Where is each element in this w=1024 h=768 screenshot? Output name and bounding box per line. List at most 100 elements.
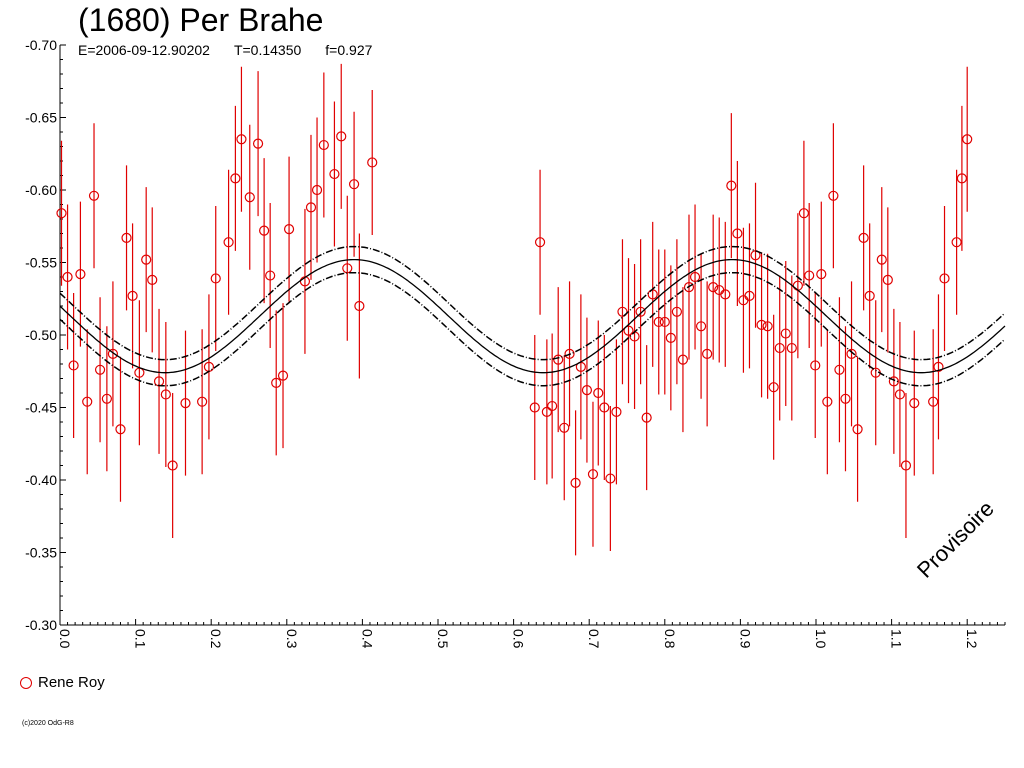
x-tick-label: 0.2: [208, 629, 224, 649]
data-point: [329, 168, 340, 180]
data-point: [810, 360, 821, 371]
data-point: [956, 173, 968, 184]
data-point: [864, 290, 875, 301]
data-point: [834, 364, 845, 375]
data-point: [677, 354, 689, 365]
data-point: [840, 393, 851, 404]
x-tick-label: 0.8: [662, 629, 678, 649]
data-point: [894, 389, 906, 400]
fit-curve-lower-band: [59, 271, 1006, 387]
data-point: [553, 354, 564, 365]
data-point: [888, 376, 899, 387]
data-point: [210, 273, 221, 284]
data-point: [780, 328, 791, 339]
data-point: [223, 237, 234, 248]
data-point: [653, 316, 664, 328]
data-point: [750, 250, 761, 261]
data-point: [786, 342, 797, 354]
data-point: [559, 422, 570, 433]
data-point: [635, 306, 646, 317]
data-point: [933, 361, 944, 372]
data-point: [277, 370, 289, 381]
data-point: [564, 348, 575, 359]
data-point: [708, 282, 719, 293]
x-tick-label: 1.2: [964, 629, 980, 649]
y-tick-label: -0.65: [25, 110, 57, 126]
data-point: [798, 208, 810, 219]
data-point: [909, 398, 920, 409]
y-tick-label: -0.35: [25, 545, 57, 561]
data-point: [541, 406, 552, 417]
data-point: [659, 316, 670, 328]
data-point: [846, 348, 857, 359]
data-point: [665, 332, 676, 343]
fit-curve-upper-band: [59, 245, 1006, 361]
fit-curves: [59, 245, 1006, 387]
y-tick-label: -0.55: [25, 255, 57, 271]
data-point: [599, 402, 610, 413]
data-point: [774, 342, 785, 354]
data-point: [311, 184, 323, 196]
error-bars: [60, 63, 968, 556]
data-point: [271, 377, 282, 388]
data-point: [951, 237, 962, 248]
data-point: [68, 360, 79, 371]
data-point: [720, 289, 731, 300]
epoch-label: E=2006-09-12.90202: [78, 42, 210, 58]
copyright: (c)2020 OdG-R8: [22, 720, 74, 727]
axes: -0.70 -0.65 -0.60 -0.55 -0.50 -0.45 -0.40 -0.35…: [25, 37, 1006, 649]
x-tick-label: 0.5: [435, 629, 451, 649]
data-point: [605, 473, 616, 484]
data-point: [101, 393, 112, 404]
data-points: [56, 131, 973, 488]
data-point: [534, 237, 546, 248]
x-tick-label: 0.0: [57, 629, 73, 649]
x-tick-label: 0.6: [511, 629, 527, 649]
y-tick-label: -0.50: [25, 327, 57, 343]
x-tick-label: 0.9: [737, 629, 753, 649]
data-point: [962, 134, 973, 145]
data-point: [570, 477, 581, 488]
data-point: [88, 190, 100, 201]
data-point: [762, 321, 773, 332]
x-tick-label: 1.1: [889, 629, 905, 649]
data-point: [939, 273, 950, 284]
data-point: [56, 208, 67, 219]
data-point: [107, 348, 119, 359]
data-point: [197, 396, 208, 407]
x-tick-label: 0.4: [359, 629, 375, 649]
data-point: [147, 274, 158, 285]
data-point: [852, 424, 863, 435]
data-point: [882, 274, 893, 285]
data-point: [121, 232, 132, 243]
data-point: [336, 131, 347, 142]
data-point: [252, 138, 264, 149]
data-point: [617, 306, 628, 317]
x-tick-label: 0.1: [133, 629, 149, 649]
x-tick-label: 0.3: [284, 629, 300, 649]
data-point: [283, 224, 295, 235]
x-tick-label: 0.7: [586, 629, 602, 649]
x-tick-label: 1.0: [813, 629, 829, 649]
factor-label: f=0.927: [325, 42, 373, 58]
fit-curve: [59, 258, 1006, 374]
data-point: [82, 396, 93, 407]
data-point: [167, 460, 178, 471]
data-point: [623, 325, 634, 336]
data-point: [581, 385, 593, 396]
data-point: [695, 321, 707, 332]
data-point: [305, 202, 317, 213]
data-point: [593, 387, 604, 399]
data-point: [928, 396, 939, 407]
data-point: [822, 396, 833, 407]
data-point: [529, 402, 540, 413]
data-point: [236, 134, 247, 145]
data-point: [62, 271, 73, 283]
data-point: [141, 254, 152, 265]
data-point: [259, 225, 270, 236]
period-label: T=0.14350: [233, 42, 302, 58]
data-point: [732, 228, 743, 239]
data-point: [265, 270, 276, 281]
y-tick-label: -0.40: [25, 472, 57, 488]
data-point: [689, 271, 701, 283]
